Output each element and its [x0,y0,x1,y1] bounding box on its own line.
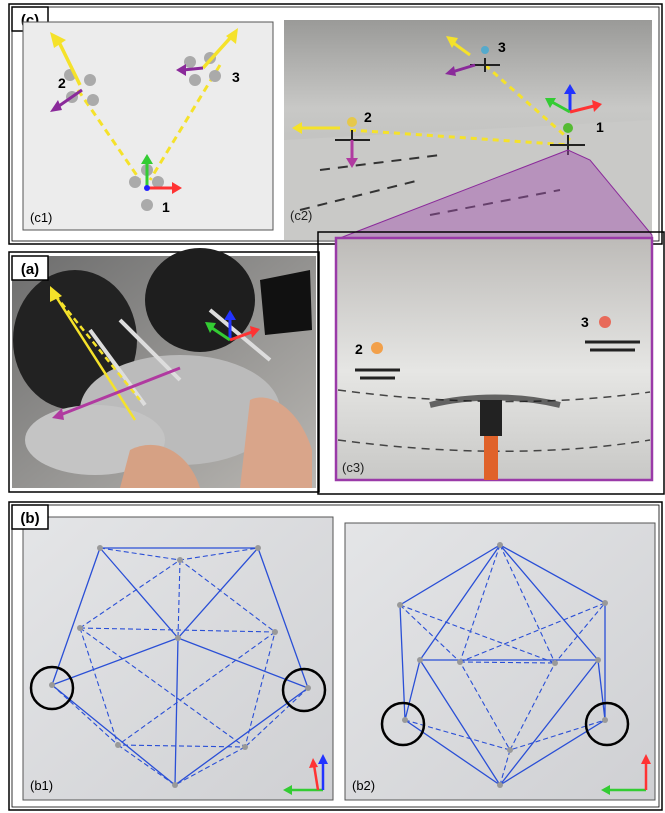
label-box [11,504,49,530]
drone-label: 3 [232,69,240,85]
panel-b: (b1) (b2) (b) [8,501,663,811]
drone-label: 2 [364,109,372,125]
panel-frame [317,231,665,495]
photo-content [284,36,652,240]
panel-frame [11,504,660,808]
formation [29,545,328,795]
panel-a: (a) [8,248,320,493]
photo-content [337,316,651,480]
drone-label: 1 [596,119,604,135]
drone-label: 3 [581,314,589,330]
zoom-wedge [339,149,653,239]
panel-frame [8,501,663,811]
panel-c: (c) 2 3 1 (c1) [8,3,663,245]
subpanel-label: (b1) [30,778,53,793]
panel-label: (b) [20,510,39,527]
subpanel-label: (c2) [290,208,312,223]
drone-label: 2 [58,75,66,91]
sim-view [344,522,656,801]
label-box [11,255,49,281]
subpanel-label: (c3) [342,460,364,475]
schematic [50,28,238,211]
panel-frame [8,251,320,493]
formation [380,542,651,795]
drone-label: 1 [162,199,170,215]
sim-view [22,516,334,801]
subpanel-label: (c1) [30,210,52,225]
drone-label: 2 [355,341,363,357]
subpanel-label: (b2) [352,778,375,793]
photo-content [13,248,312,488]
panel-label: (a) [21,261,39,278]
sim-view [22,21,274,231]
drone-label: 3 [498,39,506,55]
